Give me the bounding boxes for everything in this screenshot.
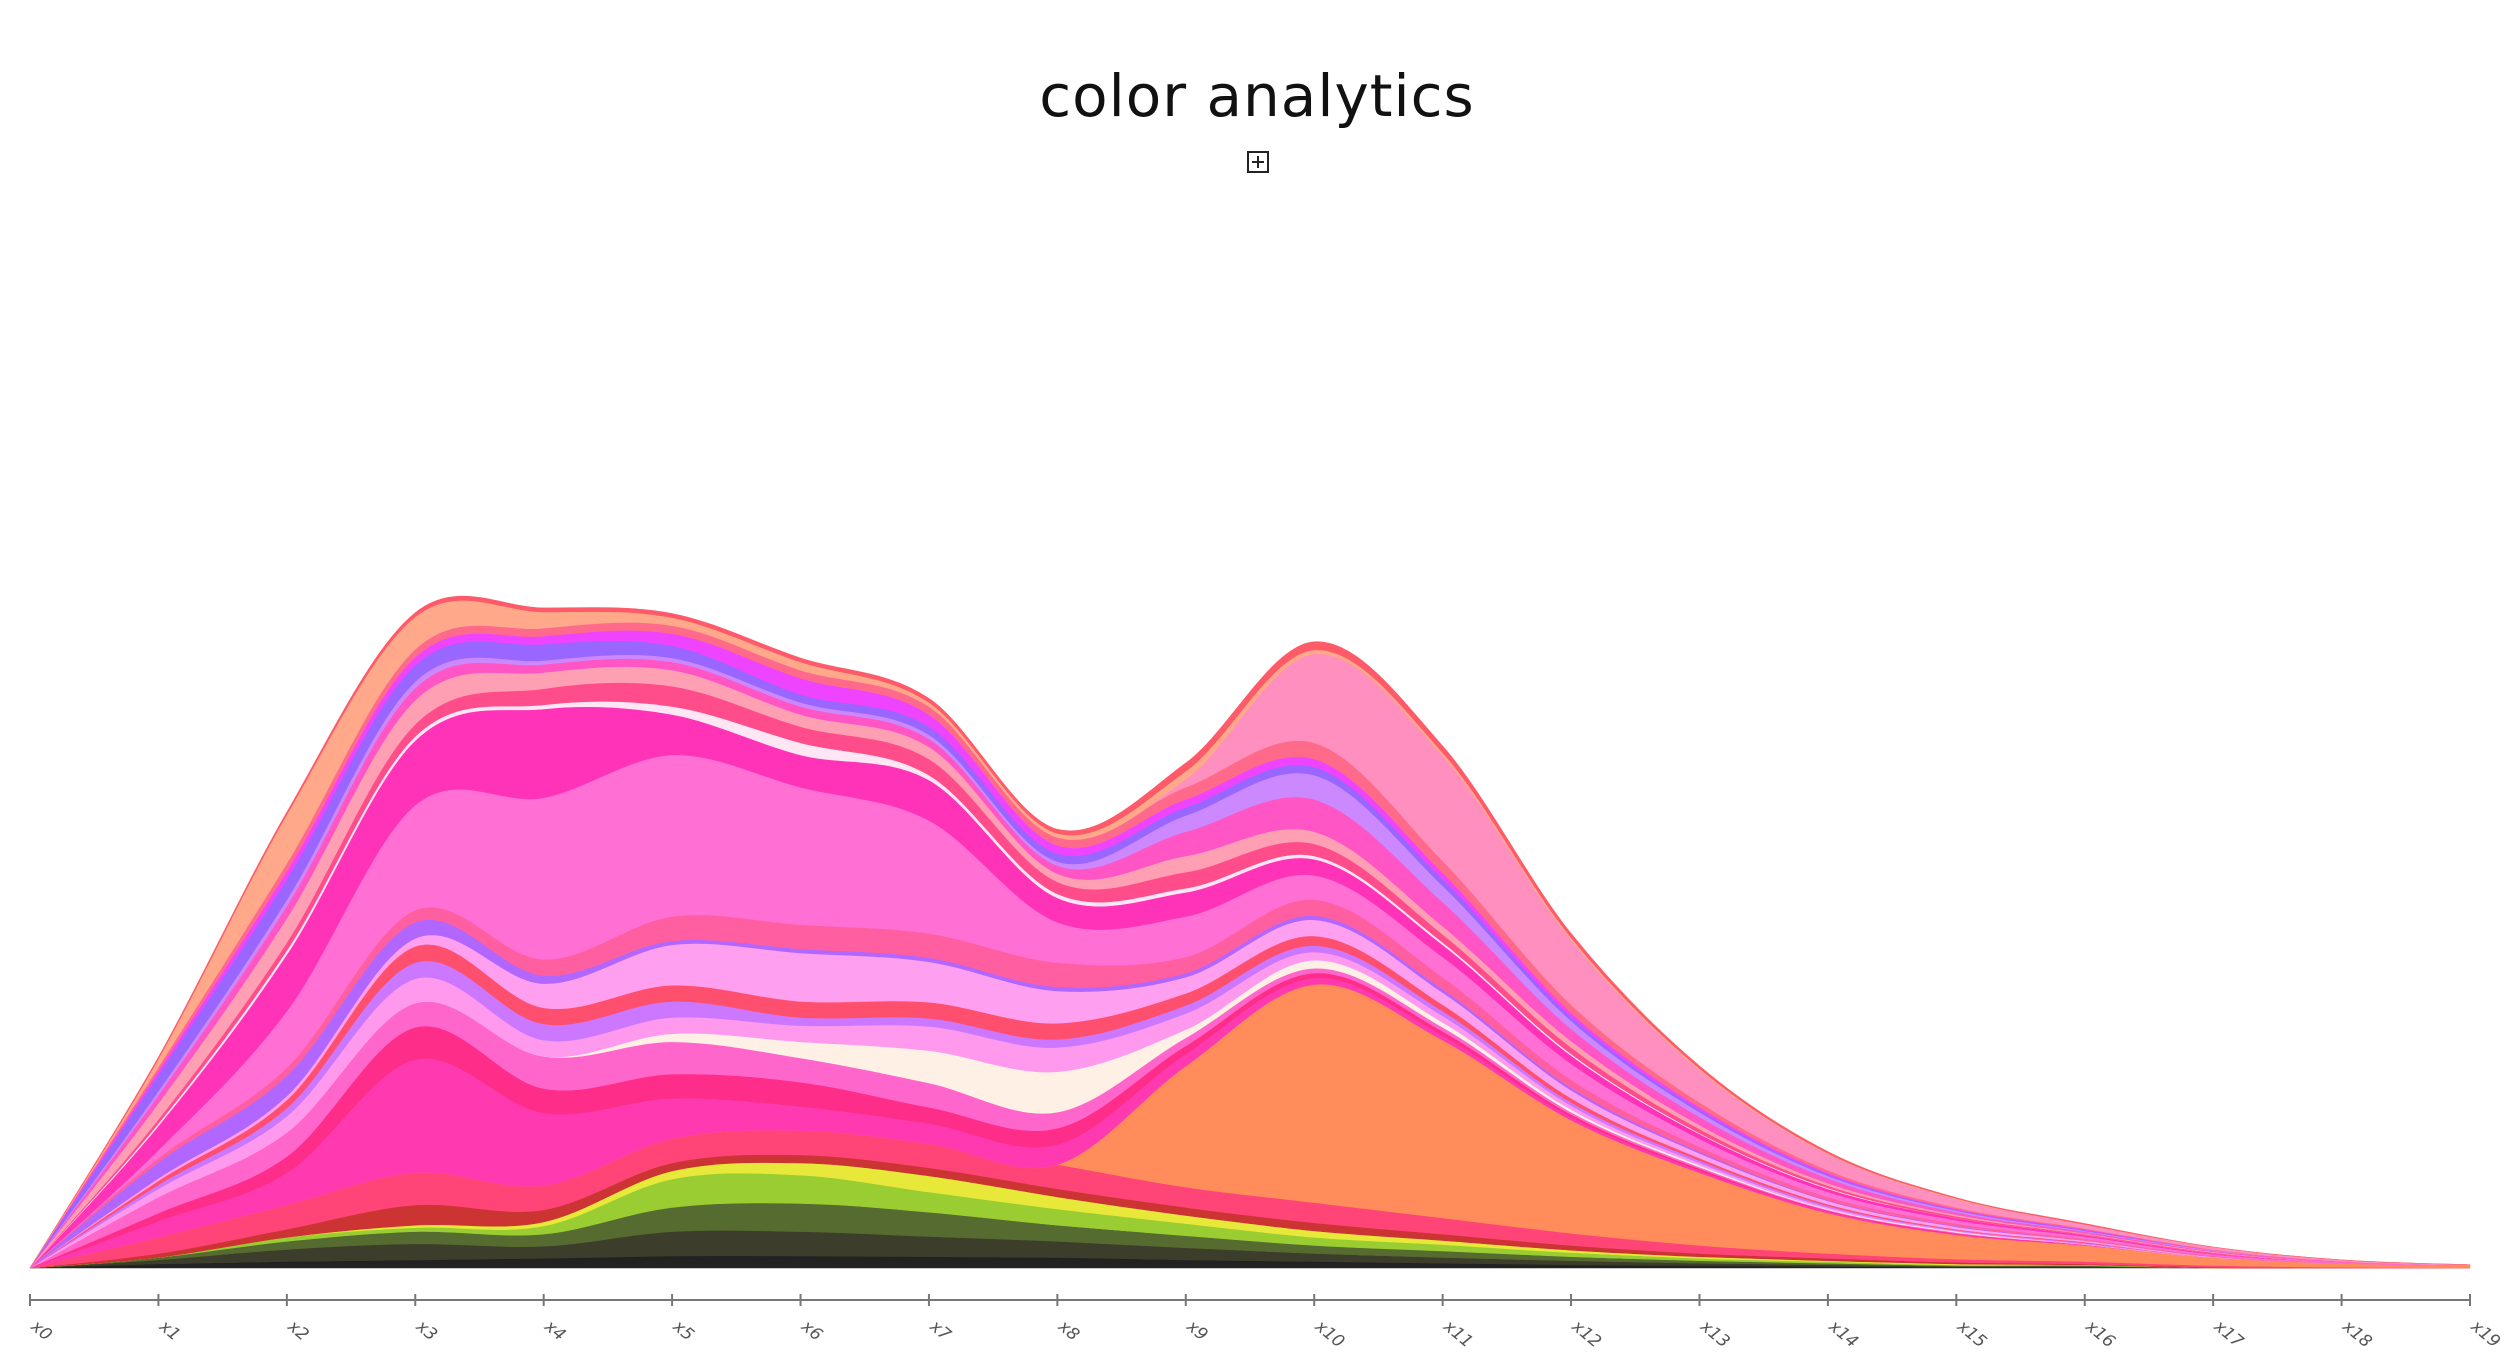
x-tick-label: x16 (2081, 1316, 2119, 1352)
x-tick-label: x2 (283, 1316, 313, 1345)
x-tick-label: x9 (1182, 1316, 1212, 1345)
x-tick-label: x6 (797, 1316, 827, 1346)
x-tick-label: x0 (26, 1316, 56, 1345)
x-tick-label: x1 (154, 1316, 184, 1345)
x-tick-label: x11 (1439, 1316, 1477, 1352)
x-tick-label: x13 (1695, 1316, 1733, 1352)
page-title: color analytics (1039, 62, 1475, 130)
x-tick-label: x15 (1952, 1316, 1990, 1352)
expand-plus-icon[interactable] (1247, 151, 1269, 173)
x-tick-label: x7 (925, 1316, 955, 1346)
x-axis: x0 x1 x2 x3 x4 x5 x6 x7 x8 x9 x10 x11 x12 x13 x14 x15 x1… (26, 1294, 2504, 1352)
expand-icon-vertical-stroke (1257, 156, 1259, 168)
x-tick-label: x19 (2466, 1316, 2504, 1352)
x-tick-label: x14 (1824, 1316, 1862, 1352)
x-tick-label: x4 (540, 1316, 570, 1345)
x-tick-label: x5 (668, 1316, 698, 1345)
area-layer-30[interactable] (29, 595, 2471, 1269)
x-tick-label: x10 (1310, 1316, 1348, 1352)
x-tick-label: x8 (1053, 1316, 1083, 1346)
x-tick-label: x3 (411, 1316, 441, 1345)
x-tick-label: x17 (2209, 1316, 2247, 1352)
x-tick-label: x18 (2338, 1316, 2376, 1352)
area-layers (29, 595, 2471, 1269)
x-tick-label: x12 (1567, 1316, 1605, 1352)
